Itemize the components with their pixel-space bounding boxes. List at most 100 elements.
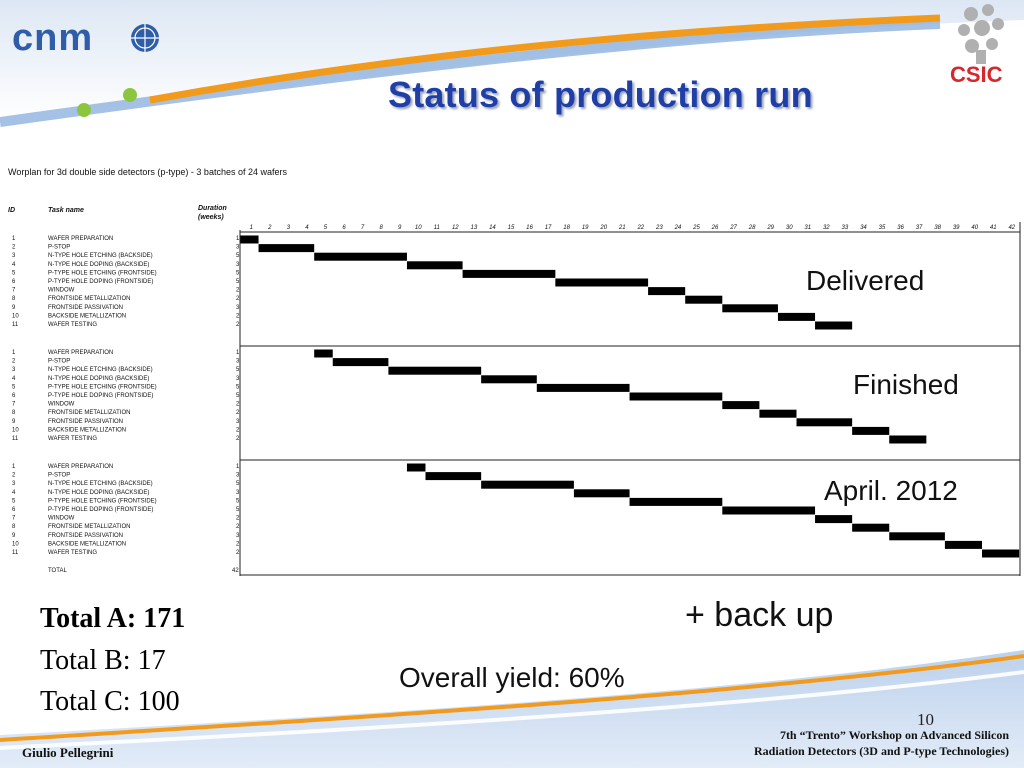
gantt-week-label: 19 [582, 225, 589, 231]
gantt-week-label: 7 [361, 225, 365, 231]
workshop-line-2: Radiation Detectors (3D and P-type Techn… [754, 744, 1009, 758]
gantt-week-label: 23 [655, 225, 663, 231]
gantt-week-label: 10 [415, 225, 422, 231]
gantt-task-name: P-TYPE HOLE ETCHING (FRONTSIDE) [48, 270, 157, 276]
batch-status-delivered: Delivered [806, 265, 925, 296]
gantt-task-id: 8 [12, 296, 16, 302]
gantt-task-id: 10 [12, 313, 19, 319]
gantt-task-duration: 2 [236, 296, 240, 302]
gantt-week-label: 40 [971, 225, 978, 231]
gantt-week-label: 4 [305, 225, 309, 231]
gantt-week-label: 25 [692, 225, 700, 231]
gantt-week-label: 6 [342, 225, 346, 231]
batch-status-finished: Finished [853, 369, 959, 400]
gantt-task-name: BACKSIDE METALLIZATION [48, 427, 126, 433]
gantt-week-label: 5 [324, 225, 328, 231]
gantt-task-id: 1 [12, 350, 16, 356]
gantt-task-name: P-TYPE HOLE DOPING (FRONTSIDE) [48, 393, 153, 399]
gantt-task-duration: 2 [236, 402, 240, 408]
gantt-task-name: FRONTSIDE PASSIVATION [48, 305, 123, 311]
gantt-task-name: N-TYPE HOLE DOPING (BACKSIDE) [48, 262, 149, 268]
gantt-chart: Worplan for 3d double side detectors (p-… [0, 158, 1024, 584]
gantt-bar [815, 321, 853, 330]
gantt-week-label: 9 [398, 225, 402, 231]
gantt-task-id: 6 [12, 393, 16, 399]
csic-logo-text: CSIC [950, 62, 1003, 87]
gantt-bar [889, 532, 945, 541]
gantt-task-name: N-TYPE HOLE DOPING (BACKSIDE) [48, 376, 149, 382]
gantt-bar [425, 472, 482, 481]
gantt-week-label: 11 [434, 225, 440, 231]
gantt-total-duration: 42 [232, 568, 239, 574]
gantt-task-name: WAFER TESTING [48, 322, 97, 328]
gantt-bar [629, 497, 723, 506]
gantt-task-name: WAFER TESTING [48, 550, 97, 556]
gantt-task-id: 2 [12, 473, 16, 479]
csic-logo: CSIC [946, 0, 1016, 95]
gantt-week-label: 30 [786, 225, 793, 231]
gantt-task-name: WINDOW [48, 288, 75, 294]
gantt-bar [815, 515, 853, 524]
gantt-week-label: 37 [916, 225, 923, 231]
gantt-task-duration: 2 [236, 516, 240, 522]
gantt-week-label: 13 [471, 225, 478, 231]
gantt-task-id: 6 [12, 507, 16, 513]
gantt-week-label: 15 [508, 225, 515, 231]
gantt-week-label: 33 [842, 225, 849, 231]
gantt-bar [648, 287, 686, 296]
gantt-col-id: ID [8, 207, 15, 214]
gantt-task-name: FRONTSIDE METALLIZATION [48, 296, 130, 302]
gantt-week-label: 42 [1008, 225, 1015, 231]
gantt-task-duration: 2 [236, 322, 240, 328]
gantt-week-label: 20 [599, 225, 607, 231]
gantt-bar [388, 366, 482, 375]
gantt-task-name: P-STOP [48, 473, 70, 479]
gantt-bar [406, 261, 463, 270]
gantt-bar [982, 549, 1020, 558]
gantt-task-name: N-TYPE HOLE ETCHING (BACKSIDE) [48, 253, 153, 259]
gantt-task-duration: 5 [236, 498, 240, 504]
gantt-task-name: N-TYPE HOLE ETCHING (BACKSIDE) [48, 481, 153, 487]
gantt-task-name: WAFER PREPARATION [48, 350, 113, 356]
gantt-task-duration: 5 [236, 384, 240, 390]
gantt-week-label: 12 [452, 225, 459, 231]
gantt-bar [332, 358, 389, 367]
gantt-col-task: Task name [48, 207, 84, 214]
gantt-task-duration: 2 [236, 410, 240, 416]
gantt-bar [685, 295, 723, 304]
gantt-bar [536, 383, 630, 392]
gantt-task-duration: 3 [236, 490, 240, 496]
gantt-task-name: P-TYPE HOLE DOPING (FRONTSIDE) [48, 507, 153, 513]
gantt-week-label: 16 [526, 225, 533, 231]
gantt-task-duration: 3 [236, 262, 240, 268]
gantt-task-duration: 5 [236, 270, 240, 276]
gantt-week-label: 3 [287, 225, 291, 231]
gantt-task-name: FRONTSIDE PASSIVATION [48, 419, 123, 425]
gantt-task-id: 1 [12, 236, 16, 242]
gantt-bar [722, 506, 816, 515]
gantt-task-name: P-TYPE HOLE ETCHING (FRONTSIDE) [48, 498, 157, 504]
gantt-task-id: 9 [12, 305, 16, 311]
gantt-bar [777, 312, 816, 321]
gantt-task-duration: 5 [236, 367, 240, 373]
gantt-task-id: 1 [12, 464, 16, 470]
gantt-task-duration: 2 [236, 550, 240, 556]
gantt-task-name: BACKSIDE METALLIZATION [48, 313, 126, 319]
gantt-task-name: N-TYPE HOLE ETCHING (BACKSIDE) [48, 367, 153, 373]
gantt-bar [722, 304, 778, 313]
gantt-task-id: 7 [12, 288, 16, 294]
gantt-task-id: 10 [12, 541, 19, 547]
gantt-week-label: 1 [250, 225, 253, 231]
gantt-heading: Worplan for 3d double side detectors (p-… [8, 167, 287, 177]
gantt-task-name: WAFER TESTING [48, 436, 97, 442]
gantt-task-id: 8 [12, 524, 16, 530]
total-b-text: Total B: 17 [40, 645, 166, 676]
gantt-week-label: 38 [934, 225, 941, 231]
gantt-task-duration: 3 [236, 473, 240, 479]
gantt-task-duration: 2 [236, 436, 240, 442]
gantt-task-id: 5 [12, 270, 16, 276]
gantt-task-id: 5 [12, 384, 16, 390]
gantt-task-id: 11 [12, 550, 19, 556]
gantt-task-duration: 5 [236, 481, 240, 487]
